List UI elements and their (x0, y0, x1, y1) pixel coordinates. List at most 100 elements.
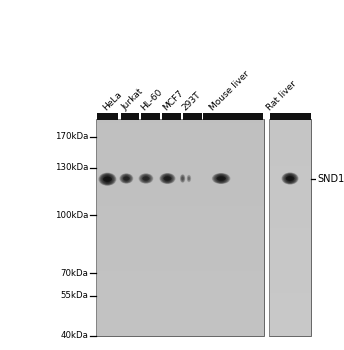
Bar (96, 119, 264, 336)
Bar (96, 289, 264, 293)
Bar (96, 130, 264, 133)
Bar (269, 300, 311, 303)
Bar (269, 296, 311, 300)
Bar (96, 257, 264, 260)
Bar (96, 162, 264, 166)
Bar (269, 166, 311, 170)
Text: 40kDa: 40kDa (61, 331, 88, 341)
Bar (96, 260, 264, 264)
Bar (269, 253, 311, 257)
Ellipse shape (99, 173, 116, 186)
Bar (96, 148, 264, 152)
Bar (96, 159, 264, 162)
Ellipse shape (142, 176, 150, 181)
Bar (269, 159, 311, 162)
Bar (96, 152, 264, 155)
Bar (269, 289, 311, 293)
Bar (269, 122, 311, 126)
Bar (96, 300, 264, 303)
Ellipse shape (282, 173, 298, 184)
Text: 55kDa: 55kDa (61, 291, 88, 300)
Ellipse shape (216, 176, 226, 181)
Bar (269, 155, 311, 159)
Bar (269, 260, 311, 264)
Text: 170kDa: 170kDa (55, 132, 88, 141)
Text: Rat liver: Rat liver (265, 79, 299, 112)
Bar (96, 137, 264, 141)
Text: HL-60: HL-60 (140, 87, 165, 112)
Bar (162, 113, 181, 120)
Ellipse shape (100, 173, 115, 185)
Bar (269, 126, 311, 130)
Bar (96, 133, 264, 137)
Bar (96, 267, 264, 271)
Text: Jurkat: Jurkat (120, 87, 145, 112)
Ellipse shape (123, 176, 130, 181)
Bar (96, 224, 264, 228)
Bar (96, 231, 264, 235)
Bar (96, 318, 264, 322)
Bar (269, 144, 311, 148)
Bar (269, 209, 311, 213)
Bar (269, 213, 311, 217)
Bar (96, 202, 264, 206)
Ellipse shape (163, 176, 172, 181)
Bar (96, 119, 264, 122)
Bar (269, 191, 311, 195)
Bar (96, 122, 264, 126)
Bar (96, 242, 264, 246)
Text: 100kDa: 100kDa (55, 211, 88, 220)
Bar (96, 278, 264, 282)
Bar (96, 213, 264, 217)
Bar (269, 181, 311, 184)
Bar (96, 126, 264, 130)
Bar (96, 325, 264, 329)
Bar (269, 162, 311, 166)
Bar (269, 188, 311, 191)
Bar (269, 271, 311, 274)
Ellipse shape (282, 173, 298, 184)
Bar (96, 296, 264, 300)
Bar (96, 271, 264, 274)
Bar (96, 228, 264, 231)
Bar (96, 220, 264, 224)
Ellipse shape (160, 173, 175, 184)
Ellipse shape (282, 173, 298, 184)
Bar (269, 152, 311, 155)
Bar (269, 307, 311, 311)
Bar (96, 181, 264, 184)
Ellipse shape (212, 173, 230, 184)
Bar (269, 274, 311, 278)
Bar (141, 113, 160, 120)
Ellipse shape (99, 173, 116, 186)
Ellipse shape (283, 173, 297, 184)
Bar (96, 249, 264, 253)
Bar (269, 184, 311, 188)
Bar (203, 113, 263, 120)
Text: SND1: SND1 (317, 174, 344, 184)
Bar (269, 246, 311, 249)
Bar (269, 311, 311, 314)
Bar (269, 257, 311, 260)
Bar (269, 264, 311, 267)
Bar (96, 329, 264, 332)
Bar (96, 155, 264, 159)
Bar (269, 195, 311, 198)
Bar (269, 206, 311, 209)
Bar (269, 228, 311, 231)
Bar (269, 325, 311, 329)
Ellipse shape (181, 177, 184, 180)
Ellipse shape (99, 173, 116, 185)
Ellipse shape (98, 173, 116, 186)
Ellipse shape (282, 173, 298, 184)
Ellipse shape (281, 173, 299, 185)
Ellipse shape (283, 173, 298, 184)
Bar (96, 293, 264, 296)
Bar (97, 113, 118, 120)
Ellipse shape (213, 173, 230, 184)
Ellipse shape (283, 173, 297, 184)
Ellipse shape (159, 173, 175, 184)
Bar (96, 141, 264, 144)
Bar (183, 113, 202, 120)
Bar (269, 231, 311, 235)
